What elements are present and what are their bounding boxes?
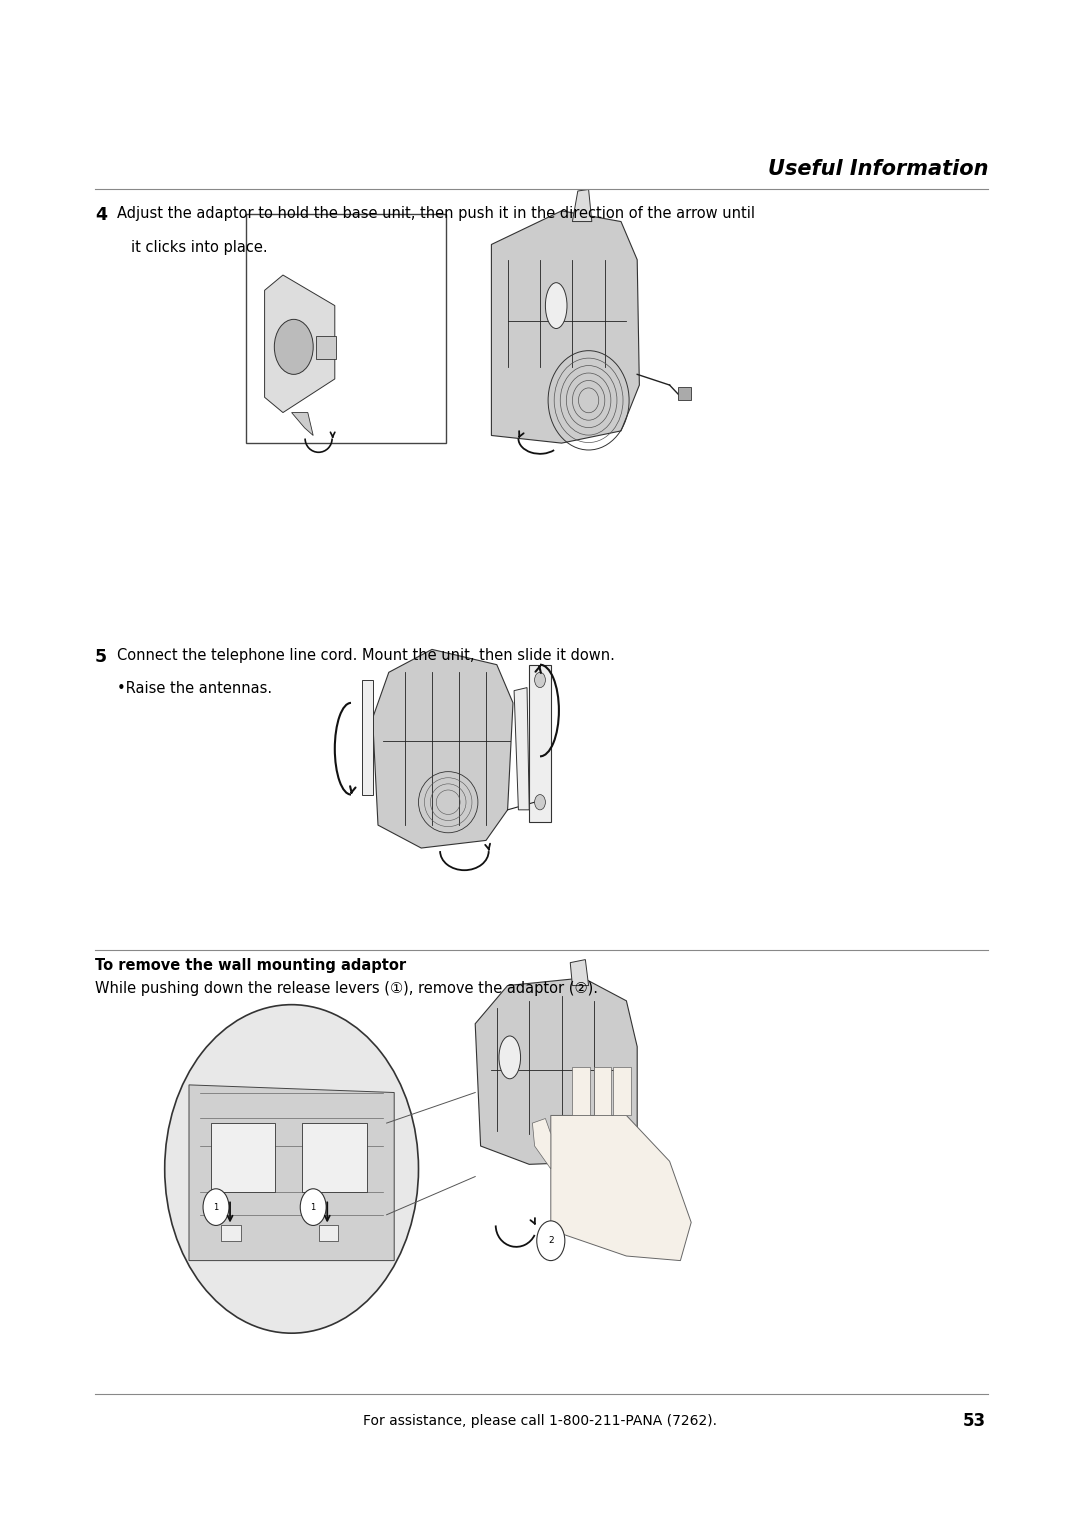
Polygon shape bbox=[570, 960, 589, 986]
Polygon shape bbox=[265, 275, 335, 413]
Text: 1: 1 bbox=[311, 1203, 315, 1212]
Text: 53: 53 bbox=[963, 1412, 986, 1430]
Ellipse shape bbox=[499, 1036, 521, 1079]
Polygon shape bbox=[514, 688, 529, 810]
Bar bbox=[211, 1123, 275, 1192]
Circle shape bbox=[300, 1189, 326, 1225]
Polygon shape bbox=[594, 1067, 611, 1115]
Text: it clicks into place.: it clicks into place. bbox=[131, 240, 268, 255]
Bar bbox=[319, 1225, 338, 1241]
Text: While pushing down the release levers (①), remove the adaptor (②).: While pushing down the release levers (①… bbox=[95, 981, 598, 996]
Bar bbox=[678, 387, 691, 400]
Polygon shape bbox=[551, 1115, 691, 1261]
Polygon shape bbox=[362, 680, 373, 795]
Polygon shape bbox=[475, 978, 637, 1164]
Bar bbox=[221, 1225, 241, 1241]
Polygon shape bbox=[373, 649, 513, 848]
Polygon shape bbox=[572, 189, 592, 222]
Circle shape bbox=[537, 1221, 565, 1261]
Bar bbox=[246, 214, 446, 443]
Polygon shape bbox=[529, 665, 551, 822]
Bar bbox=[302, 1123, 367, 1192]
Text: Adjust the adaptor to hold the base unit, then push it in the direction of the a: Adjust the adaptor to hold the base unit… bbox=[117, 206, 755, 222]
Circle shape bbox=[203, 1189, 229, 1225]
Text: 5: 5 bbox=[95, 648, 107, 666]
Text: 4: 4 bbox=[95, 206, 107, 225]
Text: For assistance, please call 1-800-211-PANA (7262).: For assistance, please call 1-800-211-PA… bbox=[363, 1413, 717, 1429]
Text: 1: 1 bbox=[214, 1203, 218, 1212]
Ellipse shape bbox=[165, 1005, 419, 1332]
Polygon shape bbox=[292, 413, 313, 435]
Text: Connect the telephone line cord. Mount the unit, then slide it down.: Connect the telephone line cord. Mount t… bbox=[117, 648, 615, 663]
Text: Useful Information: Useful Information bbox=[768, 159, 988, 179]
Circle shape bbox=[535, 672, 545, 688]
Circle shape bbox=[535, 795, 545, 810]
Text: •Raise the antennas.: •Raise the antennas. bbox=[117, 681, 272, 697]
Text: To remove the wall mounting adaptor: To remove the wall mounting adaptor bbox=[95, 958, 406, 973]
Text: 2: 2 bbox=[548, 1236, 554, 1245]
Ellipse shape bbox=[545, 283, 567, 329]
Polygon shape bbox=[491, 211, 639, 443]
Polygon shape bbox=[189, 1085, 394, 1261]
Polygon shape bbox=[572, 1067, 590, 1115]
Circle shape bbox=[274, 319, 313, 374]
Polygon shape bbox=[613, 1067, 631, 1115]
Bar bbox=[316, 336, 336, 359]
Polygon shape bbox=[532, 1118, 551, 1169]
